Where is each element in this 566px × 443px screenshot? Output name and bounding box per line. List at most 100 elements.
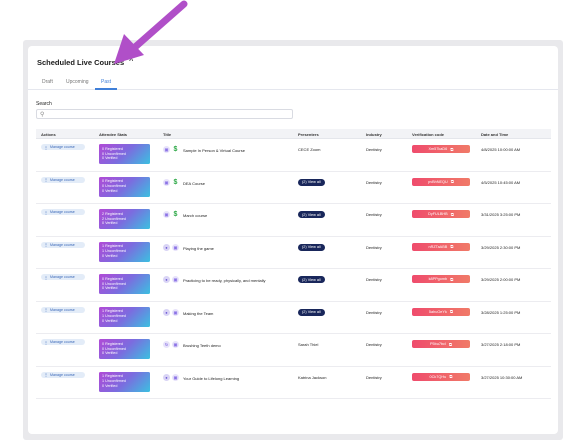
manage-course-button[interactable]: ⋮ Manage course <box>41 339 85 345</box>
course-date-time: 3/27/2025 10:30:00 AM <box>481 374 523 380</box>
course-title[interactable]: Brushing Teeth demo <box>183 343 221 348</box>
attendee-stats-card: 0 Registered 0 Unconfirmed 0 Verified <box>99 176 150 197</box>
course-title[interactable]: Sample In Person & Virtual Course <box>183 148 245 153</box>
camera-icon: ▣ <box>172 373 179 381</box>
verification-code-button[interactable]: DyFULBHB ⧉ <box>412 210 470 218</box>
course-type-icons: ● ▣ <box>163 308 179 316</box>
attendee-stats-card: 2 Registered 2 Unconfirmed 0 Verified <box>99 209 150 229</box>
registered-count: 0 Registered <box>102 179 123 184</box>
registered-count: 0 Registered <box>102 276 123 281</box>
more-vertical-icon: ⋮ <box>44 274 48 280</box>
page-title-text: Scheduled Live Courses <box>37 58 125 67</box>
table-row: ⋮ Manage course 1 Registered 1 Unconfirmed 0… <box>36 302 551 334</box>
copy-icon[interactable]: ⧉ <box>448 341 453 347</box>
course-title[interactable]: Making the Team <box>183 310 214 316</box>
view-all-presenters-button[interactable]: (2) View all <box>298 276 325 283</box>
copy-icon[interactable]: ⧉ <box>449 309 454 314</box>
manage-course-button[interactable]: ⋮ Manage course <box>41 144 85 150</box>
people-icon: ● <box>163 276 170 283</box>
industry: Dentistry <box>366 374 382 380</box>
attendee-stats-card: 0 Registered 0 Unconfirmed 0 Verified <box>99 274 150 294</box>
unconfirmed-count: 0 Unconfirmed <box>102 184 126 189</box>
tab-past[interactable]: Past <box>101 79 112 85</box>
registered-count: 1 Registered <box>102 309 123 314</box>
attendee-stats-card: 0 Registered 0 Unconfirmed 0 Verified <box>99 144 150 164</box>
dollar-icon: $ <box>173 146 178 153</box>
registered-count: 0 Registered <box>102 341 123 346</box>
manage-course-button[interactable]: ⋮ Manage course <box>41 274 85 280</box>
copy-icon[interactable]: ⧉ <box>450 146 454 152</box>
copy-icon[interactable]: ⧉ <box>450 244 454 249</box>
page-title[interactable]: Scheduled Live Courses ^ <box>37 58 133 67</box>
verification-code-button[interactable]: pvBhNEQU ⧉ <box>412 177 470 186</box>
manage-course-button[interactable]: ⋮ Manage course <box>41 306 85 313</box>
course-title[interactable]: Playing the game <box>183 245 214 251</box>
search-label: Search <box>36 101 52 107</box>
verification-code-button[interactable]: Xm57kaD6 ⧉ <box>412 145 470 153</box>
verified-count: 0 Verified <box>102 156 118 161</box>
verification-code-button[interactable]: 0Ck7QHu ⧉ <box>412 372 470 381</box>
copy-icon[interactable]: ⧉ <box>450 211 454 217</box>
view-all-presenters-button[interactable]: (2) View all <box>298 308 325 316</box>
course-title[interactable]: DEA Course <box>183 180 206 186</box>
tab-bar: Draft Upcoming Past <box>28 76 558 90</box>
course-date-time: 3/27/2025 2:18:00 PM <box>481 342 521 347</box>
search-input[interactable]: ⚲ <box>36 109 293 119</box>
course-title[interactable]: Practicing to be ready, physically, and … <box>183 278 266 283</box>
verification-code: P5bu7bcl <box>429 342 446 346</box>
table-row: ⋮ Manage course 0 Registered 0 Unconfirmed 0… <box>36 334 551 367</box>
table-row: ⋮ Manage course 1 Registered 1 Unconfirmed 0… <box>36 237 551 269</box>
verification-code-button[interactable]: 5ahuOeYk ⧉ <box>412 307 470 316</box>
view-all-presenters-button[interactable]: (2) View all <box>298 243 325 251</box>
chevron-up-icon[interactable]: ^ <box>129 58 134 65</box>
presenter-name: Katrina Jackson <box>298 374 327 380</box>
table-header: Actions Attendee Stats Title Presenters … <box>36 129 551 139</box>
camera-icon: ▣ <box>163 178 170 186</box>
unconfirmed-count: 1 Unconfirmed <box>102 249 126 254</box>
verification-code-button[interactable]: P5bu7bcl ⧉ <box>412 340 470 348</box>
header-verification-code: Verification code <box>412 132 445 137</box>
attendee-stats-card: 1 Registered 1 Unconfirmed 0 Verified <box>99 306 150 327</box>
copy-icon[interactable]: ⧉ <box>449 374 453 379</box>
industry: Dentistry <box>366 309 382 315</box>
manage-course-label: Manage course <box>50 340 75 344</box>
course-type-icons: ↻ ▣ <box>163 341 179 348</box>
verification-code: Xm57kaD6 <box>428 147 448 151</box>
verification-code-button[interactable]: nRZTaABB ⧉ <box>412 242 470 251</box>
table-row: ⋮ Manage course 2 Registered 2 Unconfirmed 0… <box>36 204 551 237</box>
industry: Dentistry <box>366 179 382 185</box>
camera-icon: ▣ <box>172 308 179 316</box>
view-all-presenters-button[interactable]: (2) View all <box>298 178 325 186</box>
presenter-name: CECE Zoom <box>298 147 321 152</box>
manage-course-button[interactable]: ⋮ Manage course <box>41 371 85 378</box>
industry: Dentistry <box>366 277 382 282</box>
people-icon: ● <box>163 373 170 381</box>
copy-icon[interactable]: ⧉ <box>450 276 454 282</box>
manage-course-button[interactable]: ⋮ Manage course <box>41 176 85 183</box>
header-presenters: Presenters <box>298 132 319 137</box>
table-row: ⋮ Manage course 0 Registered 0 Unconfirmed 0… <box>36 269 551 302</box>
tab-upcoming[interactable]: Upcoming <box>66 79 89 85</box>
camera-icon: ▣ <box>172 243 179 251</box>
course-type-icons: ▣ $ <box>163 146 179 153</box>
course-title[interactable]: Your Guide to Lifelong Learning <box>183 375 240 381</box>
verified-count: 0 Verified <box>102 286 118 291</box>
table-row: ⋮ Manage course 0 Registered 0 Unconfirmed 0… <box>36 172 551 204</box>
view-all-presenters-button[interactable]: (2) View all <box>298 211 325 218</box>
more-vertical-icon: ⋮ <box>44 177 48 182</box>
manage-course-label: Manage course <box>50 275 75 279</box>
course-type-icons: ● ▣ <box>163 373 179 381</box>
verification-code: k8PPgomb <box>428 277 448 281</box>
manage-course-button[interactable]: ⋮ Manage course <box>41 241 85 248</box>
tab-draft[interactable]: Draft <box>42 79 53 85</box>
manage-course-button[interactable]: ⋮ Manage course <box>41 209 85 215</box>
manage-course-label: Manage course <box>50 145 75 149</box>
verification-code-button[interactable]: k8PPgomb ⧉ <box>412 275 470 283</box>
course-title[interactable]: March course <box>183 213 208 218</box>
header-industry: Industry <box>366 132 382 137</box>
unconfirmed-count: 0 Unconfirmed <box>102 151 126 156</box>
more-vertical-icon: ⋮ <box>44 209 48 215</box>
verification-code: pvBhNEQU <box>428 179 448 184</box>
manage-course-label: Manage course <box>50 242 75 247</box>
copy-icon[interactable]: ⧉ <box>450 179 454 184</box>
